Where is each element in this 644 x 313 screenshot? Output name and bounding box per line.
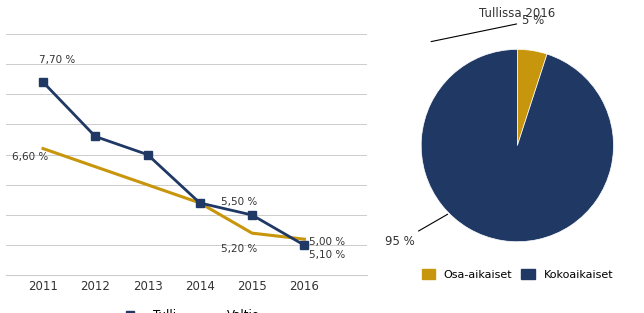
Wedge shape bbox=[517, 49, 547, 146]
Text: 5,10 %: 5,10 % bbox=[308, 250, 345, 260]
Text: 7,70 %: 7,70 % bbox=[39, 55, 75, 65]
Legend: Tulli, Valtio: Tulli, Valtio bbox=[109, 304, 265, 313]
Legend: Osa-aikaiset, Kokoaikaiset: Osa-aikaiset, Kokoaikaiset bbox=[417, 265, 618, 284]
Text: 95 %: 95 % bbox=[385, 214, 448, 248]
Wedge shape bbox=[421, 49, 614, 242]
Text: 5 %: 5 % bbox=[431, 14, 544, 42]
Text: 5,00 %: 5,00 % bbox=[308, 237, 345, 247]
Text: 5,50 %: 5,50 % bbox=[221, 197, 257, 207]
Title: Osa-aikaisten henkilöiden
%-osuus henkilöstöstä
Tullissa 2016: Osa-aikaisten henkilöiden %-osuus henkil… bbox=[441, 0, 594, 20]
Text: 5,20 %: 5,20 % bbox=[221, 244, 257, 254]
Text: 6,60 %: 6,60 % bbox=[12, 151, 48, 162]
